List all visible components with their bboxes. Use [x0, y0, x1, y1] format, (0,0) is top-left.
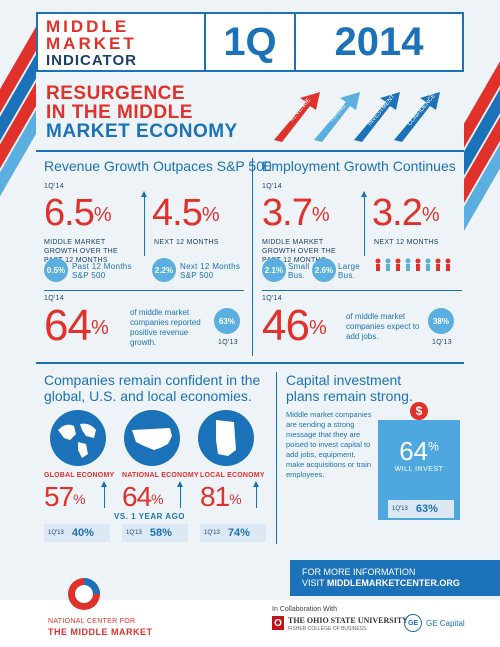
arrow-revenue-label: REVENUE [289, 97, 312, 123]
sp-next-label: Next 12 Months S&P 500 [180, 262, 241, 280]
year-label: 2014 [294, 14, 462, 70]
divider [44, 290, 244, 291]
website-link[interactable]: VISIT MIDDLEMARKETCENTER.ORG [302, 578, 460, 588]
global-prev-box: 1Q'13 40% [44, 524, 110, 542]
national-economy-label: NATIONAL ECONOMY [122, 472, 199, 479]
headline: RESURGENCE IN THE MIDDLE MARKET ECONOMY [46, 83, 238, 142]
large-bus-label: Large Bus. [338, 262, 360, 280]
ncmm-logo-icon [64, 574, 104, 614]
global-economy-label: GLOBAL ECONOMY [44, 472, 115, 479]
national-economy-value: 64% [122, 481, 164, 512]
local-prev-box: 1Q'13 74% [200, 524, 266, 542]
revenue-past-label: MIDDLE MARKET GROWTH OVER THE PAST 12 MO… [44, 239, 118, 264]
global-economy-value: 57% [44, 481, 86, 512]
national-prev-box: 1Q'13 58% [122, 524, 188, 542]
employment-prev-badge: 38% [428, 308, 454, 334]
arrow-confidence [394, 92, 440, 142]
collab-label: In Collaboration With [272, 606, 337, 613]
ge-capital-name: GE Capital [426, 619, 465, 628]
employment-next-label: NEXT 12 MONTHS [374, 239, 439, 246]
people-icons [375, 258, 451, 271]
dollar-icon: $ [410, 402, 428, 420]
revenue-up-arrow [141, 191, 147, 256]
divider [262, 290, 462, 291]
sp-past-label: Past 12 Months S&P 500 [72, 262, 132, 280]
revenue-next-label: NEXT 12 MONTHS [154, 239, 219, 246]
capital-value: 64% [399, 436, 439, 466]
ncmm-org-line2: THE MIDDLE MARKET [48, 627, 153, 637]
section-divider [252, 158, 253, 356]
revenue-prev-badge: 63% [214, 308, 240, 334]
local-economy-value: 81% [200, 481, 242, 512]
report-header: MIDDLE MARKET INDICATOR 1Q 2014 [36, 12, 464, 72]
revenue-period: 1Q'14 [44, 183, 64, 190]
capital-body: Middle market companies are sending a st… [286, 410, 372, 479]
employment-past-label: MIDDLE MARKET GROWTH OVER THE PAST 12 MO… [262, 239, 336, 264]
usa-map-icon [124, 410, 180, 466]
small-bus-label: Small Bus. [288, 262, 310, 280]
left-stripes-decoration [0, 0, 36, 300]
growth-arrows-graphic: REVENUE HIRING INVESTMENT CONFIDENCE [274, 92, 440, 142]
more-info-banner[interactable]: FOR MORE INFORMATION VISIT MIDDLEMARKETC… [290, 560, 500, 596]
national-up-arrow [177, 481, 183, 508]
local-up-arrow [253, 481, 259, 508]
report-title: MIDDLE MARKET INDICATOR [46, 17, 137, 69]
osu-name: THE OHIO STATE UNIVERSITY [288, 616, 408, 625]
revenue-title: Revenue Growth Outpaces S&P 500 [44, 158, 272, 174]
sp-next-badge: 2.2% [152, 258, 176, 282]
revenue-past-value: 6.5% [44, 192, 112, 234]
large-bus-badge: 2.6% [312, 258, 336, 282]
capital-title: Capital investment plans remain strong. [286, 372, 413, 404]
quarter-label: 1Q [204, 14, 294, 70]
revenue-prev-label: 1Q'13 [218, 339, 238, 346]
arrow-investment [354, 92, 400, 142]
section-divider [276, 372, 277, 544]
vs-year-ago-label: VS. 1 YEAR AGO [114, 512, 186, 521]
revenue-next-value: 4.5% [152, 192, 220, 234]
divider [36, 150, 464, 152]
globe-icon [50, 410, 106, 466]
employment-period: 1Q'14 [262, 183, 282, 190]
revenue-period2: 1Q'14 [44, 295, 64, 302]
employment-pct-label: of middle market companies expect to add… [346, 312, 420, 341]
local-economy-label: LOCAL ECONOMY [200, 472, 265, 479]
capital-value-label: WILL INVEST [394, 466, 444, 473]
global-up-arrow [101, 481, 107, 508]
sp-past-badge: 0.5% [44, 258, 68, 282]
employment-past-value: 3.7% [262, 192, 330, 234]
osu-sub: FISHER COLLEGE OF BUSINESS [288, 626, 367, 632]
capital-prev-box: 1Q'13 63% [388, 500, 454, 518]
arrow-hiring [314, 92, 360, 142]
state-map-icon [198, 410, 254, 466]
employment-title: Employment Growth Continues [262, 158, 456, 174]
revenue-pct-label: of middle market companies reported posi… [130, 308, 201, 347]
employment-pct: 46% [262, 301, 327, 350]
ge-logo-icon: GE [404, 614, 422, 632]
confidence-title: Companies remain confident in the global… [44, 372, 261, 404]
employment-up-arrow [361, 191, 367, 256]
small-bus-badge: 2.1% [262, 258, 286, 282]
employment-prev-label: 1Q'13 [432, 339, 452, 346]
divider [36, 362, 464, 364]
ncmm-org-line1: NATIONAL CENTER FOR [48, 618, 136, 625]
right-stripes-decoration [464, 0, 500, 300]
osu-logo-icon: O [272, 616, 284, 630]
revenue-pct: 64% [44, 301, 109, 350]
employment-period2: 1Q'14 [262, 295, 282, 302]
arrow-revenue [274, 92, 320, 142]
footer: NATIONAL CENTER FOR THE MIDDLE MARKET In… [0, 578, 500, 647]
employment-next-value: 3.2% [372, 192, 440, 234]
